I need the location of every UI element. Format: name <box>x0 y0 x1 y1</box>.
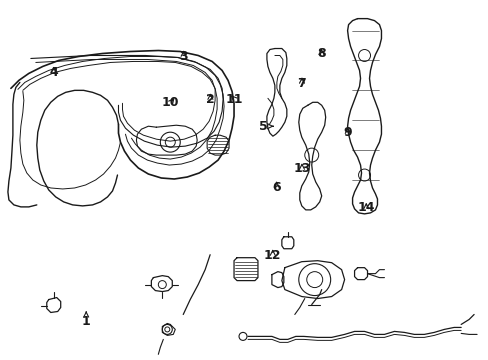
Text: 5: 5 <box>258 120 272 133</box>
Text: 3: 3 <box>179 50 187 63</box>
Text: 2: 2 <box>205 93 214 106</box>
Text: 13: 13 <box>293 162 310 175</box>
Text: 9: 9 <box>343 126 351 139</box>
Text: 8: 8 <box>317 47 325 60</box>
Text: 14: 14 <box>357 202 374 215</box>
Text: 1: 1 <box>81 312 90 328</box>
Text: 12: 12 <box>264 249 281 262</box>
Text: 7: 7 <box>297 77 305 90</box>
Text: 11: 11 <box>225 93 243 106</box>
Text: 6: 6 <box>272 181 281 194</box>
Text: 4: 4 <box>49 66 58 79</box>
Text: 10: 10 <box>162 96 179 109</box>
